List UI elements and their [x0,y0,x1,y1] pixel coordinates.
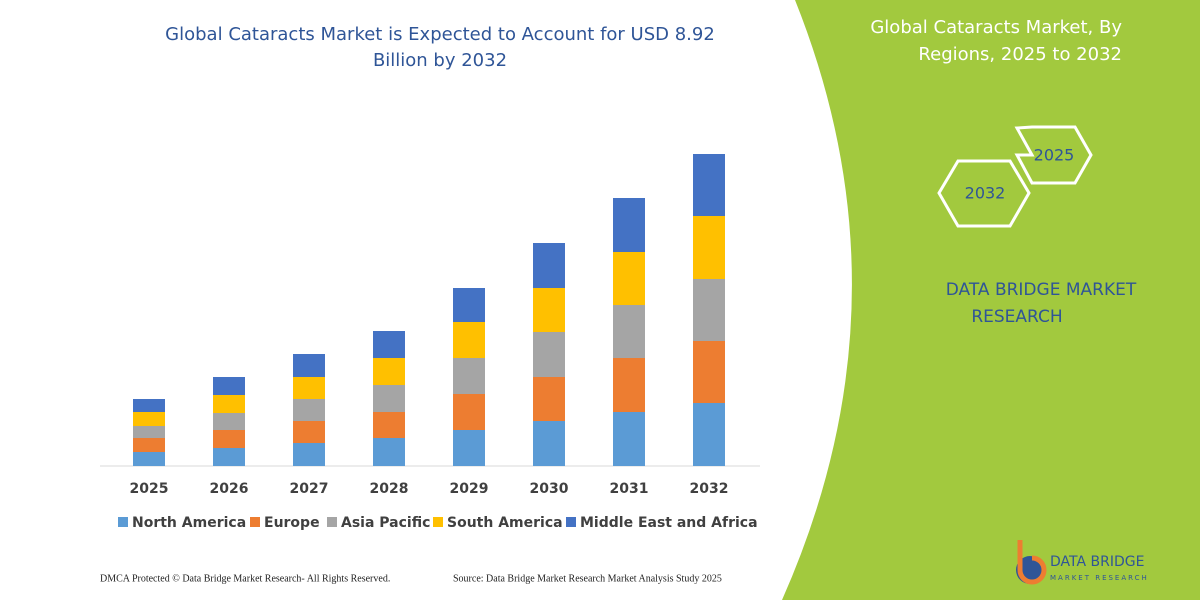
chart-title: Global Cataracts Market is Expected to A… [165,24,715,45]
bar-segment [693,341,725,403]
bar-segment [453,322,485,358]
x-tick-label: 2027 [290,481,329,497]
bar-segment [453,394,485,430]
bar-segment [133,399,165,412]
hex-label: 2025 [1034,146,1075,165]
bar-segment [533,243,565,288]
bar-segment [293,399,325,421]
bar-segment [293,443,325,466]
logo-tagline: MARKET RESEARCH [1050,574,1149,582]
legend-swatch [433,517,443,527]
bar-segment [133,412,165,426]
bar-segment [373,358,405,385]
x-tick-label: 2031 [610,481,649,497]
bar-segment [693,216,725,279]
bar-segment [533,421,565,466]
legend-label: Europe [264,515,320,531]
bar-segment [373,412,405,438]
bar-segment [453,430,485,466]
logo-icon [1017,540,1047,585]
x-tick-label: 2029 [450,481,489,497]
legend-label: Asia Pacific [341,515,430,531]
bar-segment [373,331,405,358]
x-tick-label: 2025 [130,481,169,497]
bar-segment [213,448,245,466]
brand-text: RESEARCH [971,307,1062,327]
bar-segment [533,377,565,421]
panel-title: Global Cataracts Market, By [870,17,1122,38]
x-tick-label: 2032 [690,481,729,497]
x-tick-label: 2026 [210,481,249,497]
bar-segment [693,154,725,216]
footer-text: DMCA Protected © Data Bridge Market Rese… [100,573,390,584]
bar-segment [293,421,325,443]
legend-label: North America [132,515,246,531]
bar-segment [453,358,485,394]
bar-segment [133,452,165,466]
bar-segment [613,412,645,466]
bar-segment [213,395,245,413]
bar-segment [613,198,645,252]
chart-title: Billion by 2032 [373,50,507,71]
bar-segment [613,305,645,358]
bar-segment [213,413,245,430]
panel-title: Regions, 2025 to 2032 [918,44,1122,65]
bar-segment [293,377,325,399]
bar-segment [213,430,245,448]
bar-segment [373,385,405,412]
bar-segment [373,438,405,466]
bar-segment [693,279,725,341]
x-tick-label: 2028 [370,481,409,497]
bar-segment [213,377,245,395]
bar-segment [613,252,645,305]
bar-segment [453,288,485,322]
x-tick-label: 2030 [530,481,569,497]
legend-swatch [250,517,260,527]
legend-label: South America [447,515,563,531]
bar-segment [133,438,165,452]
hex-label: 2032 [965,184,1006,203]
footer-text: Source: Data Bridge Market Research Mark… [453,573,722,584]
legend-swatch [118,517,128,527]
bar-segment [133,426,165,438]
bar-segment [533,288,565,332]
bar-segment [693,403,725,466]
logo-name: DATA BRIDGE [1050,554,1144,570]
brand-text: DATA BRIDGE MARKET [946,280,1137,300]
hexagon [937,159,1031,228]
bar-segment [533,332,565,377]
bar-segment [613,358,645,412]
hexagon [1014,125,1093,185]
bar-segment [293,354,325,377]
legend-label: Middle East and Africa [580,515,758,531]
side-panel [782,0,1200,600]
legend-swatch [566,517,576,527]
legend-swatch [327,517,337,527]
